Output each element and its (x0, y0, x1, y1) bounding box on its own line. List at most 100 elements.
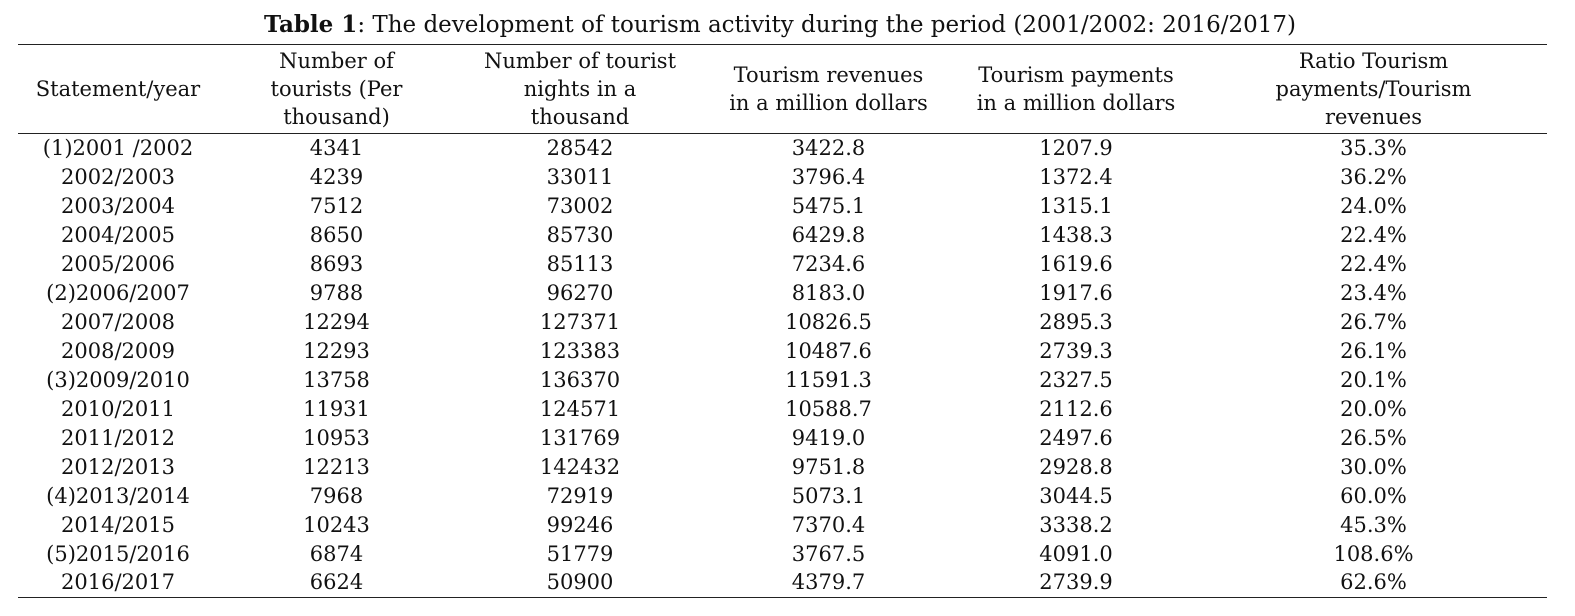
table-row: (5)2015/2016 6874 51779 3767.5 4091.0 108.6% (18, 540, 1547, 569)
nights-cell: 73002 (546, 193, 614, 218)
tourists-cell: 10243 (303, 512, 370, 537)
ratio-cell: 45.3% (1340, 512, 1407, 537)
year-cell: 2007/2008 (61, 309, 175, 334)
tourism-table: Statement/year Number of tourists (Per t… (18, 44, 1547, 598)
year-cell: 2014/2015 (61, 512, 175, 537)
revenues-cell: 5073.1 (791, 483, 866, 508)
revenues-cell: 11591.3 (785, 367, 872, 392)
table-header: Statement/year Number of tourists (Per t… (18, 44, 1547, 134)
payments-cell: 3338.2 (1039, 512, 1113, 537)
revenues-cell: 6429.8 (791, 222, 866, 247)
payments-cell: 1207.9 (1039, 135, 1113, 160)
table-row: (3)2009/2010 13758 136370 11591.3 2327.5 20.1… (18, 366, 1547, 395)
ratio-cell: 108.6% (1333, 541, 1414, 566)
revenues-cell: 5475.1 (791, 193, 866, 218)
tourists-cell: 4341 (309, 135, 364, 160)
year-cell: 2002/2003 (61, 164, 175, 189)
year-cell: 2005/2006 (61, 251, 175, 276)
header-row: Statement/year Number of tourists (Per t… (18, 44, 1547, 134)
table-row: 2010/2011 11931 124571 10588.7 2112.6 20.0% (18, 395, 1547, 424)
nights-cell: 51779 (546, 541, 614, 566)
nights-cell: 99246 (546, 512, 614, 537)
revenues-cell: 10588.7 (785, 396, 872, 421)
year-cell: 2016/2017 (18, 568, 218, 598)
table-row: 2008/2009 12293 123383 10487.6 2739.3 26.1% (18, 337, 1547, 366)
ratio-cell: 26.5% (1340, 425, 1407, 450)
revenues-cell: 3767.5 (791, 541, 866, 566)
tourists-cell: 7968 (309, 483, 364, 508)
payments-cell: 2739.9 (952, 568, 1200, 598)
nights-cell: 127371 (539, 309, 621, 334)
ratio-cell: 35.3% (1340, 135, 1407, 160)
nights-cell: 131769 (539, 425, 621, 450)
table-caption: Table 1: The development of tourism acti… (0, 10, 1560, 40)
year-cell: (4)2013/2014 (46, 483, 190, 508)
payments-cell: 2739.3 (1039, 338, 1113, 363)
tourists-cell: 10953 (303, 425, 370, 450)
payments-cell: 2112.6 (1039, 396, 1113, 421)
year-cell: 2011/2012 (61, 425, 175, 450)
payments-cell: 1619.6 (1039, 251, 1113, 276)
payments-cell: 1917.6 (1039, 280, 1113, 305)
table-row: (1)2001 /2002 4341 28542 3422.8 1207.9 35.3% (18, 134, 1547, 163)
payments-cell: 1372.4 (1039, 164, 1113, 189)
ratio-cell: 60.0% (1340, 483, 1407, 508)
nights-cell: 85730 (546, 222, 614, 247)
revenues-cell: 10826.5 (785, 309, 872, 334)
payments-cell: 1315.1 (1039, 193, 1113, 218)
table-row: (4)2013/2014 7968 72919 5073.1 3044.5 60.0% (18, 482, 1547, 511)
revenues-cell: 7234.6 (791, 251, 866, 276)
tourists-cell: 12294 (303, 309, 370, 334)
nights-cell: 124571 (539, 396, 621, 421)
revenues-cell: 3796.4 (791, 164, 866, 189)
revenues-cell: 3422.8 (791, 135, 866, 160)
year-cell: 2003/2004 (61, 193, 175, 218)
ratio-cell: 30.0% (1340, 454, 1407, 479)
table-row: 2003/2004 7512 73002 5475.1 1315.1 24.0% (18, 192, 1547, 221)
payments-cell: 1438.3 (1039, 222, 1113, 247)
year-cell: 2012/2013 (61, 454, 175, 479)
ratio-cell: 24.0% (1340, 193, 1407, 218)
nights-cell: 142432 (539, 454, 621, 479)
nights-cell: 28542 (546, 135, 614, 160)
revenues-cell: 9751.8 (791, 454, 866, 479)
tourists-cell: 9788 (309, 280, 364, 305)
header-number-of-tourists: Number of tourists (Per thousand) (218, 44, 455, 134)
header-tourist-nights: Number of tourist nights in a thousand (455, 44, 705, 134)
year-cell: 2010/2011 (61, 396, 175, 421)
tourists-cell: 12213 (303, 454, 370, 479)
tourists-cell: 8650 (309, 222, 364, 247)
table-row: 2012/2013 12213 142432 9751.8 2928.8 30.0% (18, 453, 1547, 482)
table-row: (2)2006/2007 9788 96270 8183.0 1917.6 23.4% (18, 279, 1547, 308)
revenues-cell: 9419.0 (791, 425, 866, 450)
ratio-cell: 26.1% (1340, 338, 1407, 363)
payments-cell: 3044.5 (1039, 483, 1113, 508)
ratio-cell: 22.4% (1340, 251, 1407, 276)
header-tourism-payments: Tourism payments in a million dollars (952, 44, 1200, 134)
table-row: 2016/2017 6624 50900 4379.7 2739.9 62.6% (18, 568, 1547, 598)
table-row: 2011/2012 10953 131769 9419.0 2497.6 26.5% (18, 424, 1547, 453)
header-tourism-revenues: Tourism revenues in a million dollars (705, 44, 952, 134)
tourists-cell: 6874 (309, 541, 364, 566)
revenues-cell: 8183.0 (791, 280, 866, 305)
tourists-cell: 11931 (303, 396, 370, 421)
tourists-cell: 6624 (218, 568, 455, 598)
year-cell: (1)2001 /2002 (42, 135, 194, 160)
table-row: 2002/2003 4239 33011 3796.4 1372.4 36.2% (18, 163, 1547, 192)
table-body: (1)2001 /2002 4341 28542 3422.8 1207.9 35.3% 2… (18, 134, 1547, 598)
ratio-cell: 23.4% (1340, 280, 1407, 305)
table-row: 2007/2008 12294 127371 10826.5 2895.3 26.7% (18, 308, 1547, 337)
tourists-cell: 12293 (303, 338, 370, 363)
table-row: 2005/2006 8693 85113 7234.6 1619.6 22.4% (18, 250, 1547, 279)
payments-cell: 4091.0 (1039, 541, 1113, 566)
ratio-cell: 36.2% (1340, 164, 1407, 189)
ratio-cell: 22.4% (1340, 222, 1407, 247)
header-statement-year: Statement/year (18, 44, 218, 134)
ratio-cell: 20.1% (1340, 367, 1407, 392)
ratio-cell: 62.6% (1200, 568, 1547, 598)
payments-cell: 2327.5 (1039, 367, 1113, 392)
tourists-cell: 13758 (303, 367, 370, 392)
payments-cell: 2895.3 (1039, 309, 1113, 334)
header-ratio: Ratio Tourism payments/Tourism revenues (1200, 44, 1547, 134)
nights-cell: 85113 (546, 251, 614, 276)
